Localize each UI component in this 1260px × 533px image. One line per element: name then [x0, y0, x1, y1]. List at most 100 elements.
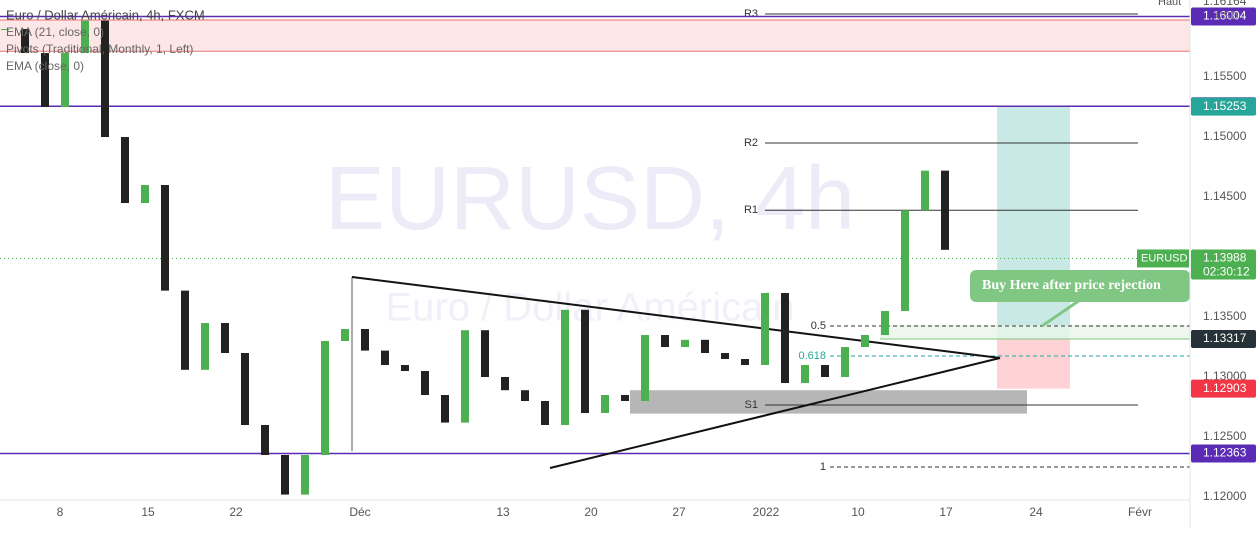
- high-value: 1.16164: [1203, 0, 1247, 8]
- demand-zone: [630, 390, 1027, 414]
- candle: [841, 347, 849, 378]
- candle: [781, 293, 789, 384]
- pivot-label: R2: [744, 137, 758, 149]
- candle: [341, 329, 349, 342]
- candle: [621, 395, 629, 402]
- price-badge: [1191, 379, 1256, 398]
- symbol-title: Euro / Dollar Américain, 4h, FXCM: [6, 7, 205, 22]
- price-label: 1.12903: [1203, 381, 1247, 395]
- x-tick-label: 2022: [753, 505, 780, 519]
- x-tick-label: 15: [141, 505, 155, 519]
- pivot-label: R1: [744, 204, 758, 216]
- symbol-label: EURUSD: [1141, 252, 1188, 264]
- price-label: 1.16004: [1203, 9, 1247, 23]
- candle: [501, 377, 509, 391]
- x-tick-label: 13: [496, 505, 510, 519]
- candle: [441, 395, 449, 423]
- price-label: 1.13317: [1203, 331, 1247, 345]
- candle: [1, 29, 9, 31]
- annotation: Buy Here after price rejection: [982, 278, 1161, 293]
- trend-line: [351, 276, 1001, 359]
- x-tick-label: 24: [1029, 505, 1043, 519]
- candle: [741, 359, 749, 366]
- y-tick-label: 1.15500: [1203, 69, 1247, 83]
- x-tick-label: 8: [57, 505, 64, 519]
- candle: [61, 53, 69, 108]
- candle: [401, 365, 409, 372]
- candle: [101, 20, 109, 138]
- x-tick-label: 22: [229, 505, 243, 519]
- price-badge: [1191, 97, 1256, 116]
- candle: [901, 210, 909, 312]
- y-tick-label: 1.15000: [1203, 129, 1247, 143]
- price-badge: [1191, 329, 1256, 348]
- target-area: [997, 106, 1070, 339]
- high-name: Haut: [1158, 0, 1181, 8]
- entry-zone: [880, 324, 1190, 339]
- plot: R3 R2 R1 S1 0.5 0.618 1 Buy Here after price re…: [0, 8, 1190, 495]
- candle: [881, 311, 889, 336]
- fib-label: 1: [820, 461, 826, 473]
- symbol-badge: [1137, 249, 1189, 268]
- candle: [541, 401, 549, 426]
- y-tick-label: 1.12500: [1203, 429, 1247, 443]
- annotation-box: [970, 270, 1190, 302]
- candle: [241, 353, 249, 426]
- supply-zone: [0, 20, 1190, 52]
- candle: [821, 365, 829, 378]
- y-tick-label: 1.14500: [1203, 189, 1247, 203]
- watermark-ticker: EURUSD, 4h: [325, 149, 855, 249]
- currency: USD: [1215, 10, 1238, 22]
- price-badge: [1191, 249, 1256, 280]
- candle: [361, 329, 369, 351]
- indicator: EMA (close, 0): [6, 59, 84, 73]
- x-tick-label: 20: [584, 505, 598, 519]
- candle: [801, 365, 809, 384]
- candle: [681, 339, 689, 348]
- candle: [121, 137, 129, 204]
- candle: [321, 341, 329, 456]
- candle: [941, 170, 949, 250]
- candle: [481, 330, 489, 378]
- candle: [421, 371, 429, 396]
- annotation-pointer: [1041, 298, 1081, 328]
- candle: [261, 425, 269, 456]
- price-badge: [1191, 7, 1256, 26]
- stop-area: [997, 338, 1070, 389]
- fib-label: 0.5: [811, 320, 826, 332]
- candle: [461, 330, 469, 423]
- candle: [521, 390, 529, 402]
- candle: [661, 335, 669, 348]
- candle: [281, 455, 289, 495]
- y-tick-label: 1.13500: [1203, 309, 1247, 323]
- candle: [301, 455, 309, 495]
- x-tick-label: Déc: [349, 505, 370, 519]
- candle: [41, 53, 49, 108]
- candle: [701, 339, 709, 354]
- x-tick-label: 27: [672, 505, 686, 519]
- trend-line: [549, 357, 1001, 469]
- candle: [921, 170, 929, 211]
- price-label: 1.15253: [1203, 99, 1247, 113]
- countdown: 02:30:12: [1203, 265, 1250, 279]
- y-tick-label: 1.12000: [1203, 489, 1247, 503]
- candle: [581, 309, 589, 414]
- pivot-label: S1: [745, 399, 758, 411]
- candle: [201, 323, 209, 370]
- indicator: EMA (21, close, 0): [6, 25, 104, 39]
- candle: [181, 290, 189, 370]
- fib-label: 0.618: [798, 350, 826, 362]
- candle: [761, 293, 769, 366]
- indicator: Pivots (Traditional, Monthly, 1, Left): [6, 42, 193, 56]
- x-tick-label: 17: [939, 505, 953, 519]
- candle: [161, 185, 169, 291]
- price-label: 1.13988: [1203, 251, 1247, 265]
- candle: [381, 350, 389, 366]
- candle: [81, 20, 89, 54]
- x-tick-label: 10: [851, 505, 865, 519]
- price-badge: [1191, 444, 1256, 463]
- candle: [221, 323, 229, 354]
- candle: [861, 335, 869, 348]
- candle: [561, 309, 569, 426]
